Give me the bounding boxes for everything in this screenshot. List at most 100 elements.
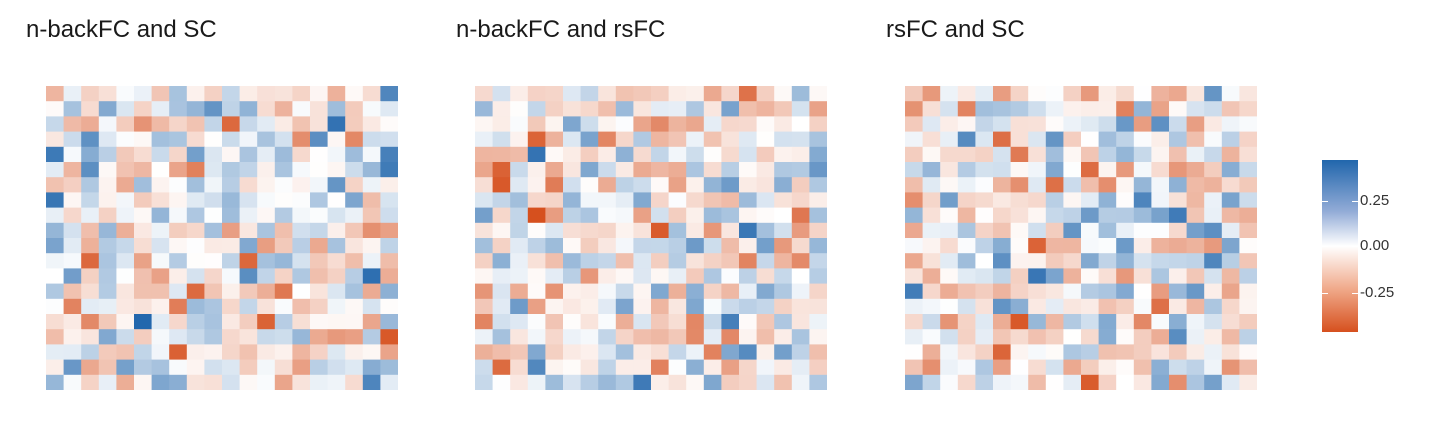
heatmap-cell xyxy=(1081,222,1100,239)
heatmap-cell xyxy=(222,314,241,330)
heatmap-cell xyxy=(310,131,329,148)
heatmap-cell xyxy=(1169,238,1188,254)
heatmap-cell xyxy=(1116,298,1135,315)
heatmap-cell xyxy=(633,192,652,209)
heatmap-cell xyxy=(310,146,329,163)
heatmap-cell xyxy=(545,86,564,102)
heatmap-cell xyxy=(46,314,65,330)
heatmap-cell xyxy=(1186,359,1205,376)
heatmap-cell xyxy=(134,238,153,254)
heatmap-cell xyxy=(975,131,994,148)
heatmap-cell xyxy=(651,253,670,269)
heatmap-cell xyxy=(81,131,100,148)
heatmap-cell xyxy=(239,329,258,345)
heatmap-cell xyxy=(257,253,276,269)
heatmap-cell xyxy=(1063,314,1082,330)
heatmap-cell xyxy=(1116,116,1135,133)
heatmap-cell xyxy=(633,222,652,239)
heatmap-cell xyxy=(739,177,758,193)
heatmap-cell xyxy=(721,268,740,285)
heatmap-cell xyxy=(492,344,511,361)
heatmap-cell xyxy=(222,101,241,117)
heatmap-cell xyxy=(327,192,346,209)
heatmap-cell xyxy=(292,329,311,345)
heatmap-cell xyxy=(151,207,170,224)
heatmap-cell xyxy=(63,283,82,300)
heatmap-cell xyxy=(345,298,364,315)
heatmap-cell xyxy=(940,329,959,345)
heatmap-cell xyxy=(809,238,827,254)
heatmap-cell xyxy=(580,374,599,390)
heatmap-cell xyxy=(345,177,364,193)
heatmap-cell xyxy=(204,268,223,285)
heatmap-cell xyxy=(46,131,65,148)
heatmap-cell xyxy=(651,162,670,178)
heatmap-cell xyxy=(1045,283,1064,300)
heatmap-cell xyxy=(98,146,117,163)
heatmap-cell xyxy=(1239,344,1257,361)
heatmap-cell xyxy=(274,374,293,390)
heatmap-cell xyxy=(651,131,670,148)
heatmap-cell xyxy=(651,192,670,209)
heatmap-cell xyxy=(545,253,564,269)
heatmap-cell xyxy=(1221,101,1240,117)
heatmap-cell xyxy=(922,374,941,390)
heatmap-cell xyxy=(1081,298,1100,315)
heatmap-cell xyxy=(739,374,758,390)
heatmap-cell xyxy=(527,131,546,148)
heatmap-cell xyxy=(809,192,827,209)
heatmap-cell xyxy=(1010,101,1029,117)
heatmap-cell xyxy=(362,207,381,224)
heatmap-cell xyxy=(615,86,634,102)
heatmap-cell xyxy=(475,146,494,163)
heatmap-cell xyxy=(310,207,329,224)
heatmap-cell xyxy=(362,359,381,376)
heatmap-cell xyxy=(274,329,293,345)
heatmap-cell xyxy=(756,253,775,269)
heatmap-cell xyxy=(651,344,670,361)
heatmap-cell xyxy=(1133,314,1152,330)
heatmap-cell xyxy=(1186,268,1205,285)
heatmap-cell xyxy=(703,116,722,133)
heatmap-cell xyxy=(1221,298,1240,315)
heatmap-cell xyxy=(1133,192,1152,209)
heatmap-cell xyxy=(940,344,959,361)
heatmap-cell xyxy=(545,146,564,163)
heatmap-cell xyxy=(633,344,652,361)
heatmap-cell xyxy=(668,222,687,239)
heatmap-cell xyxy=(598,207,617,224)
heatmap-cell xyxy=(756,86,775,102)
heatmap-cell xyxy=(1186,207,1205,224)
heatmap-cell xyxy=(257,268,276,285)
legend-tick-mark xyxy=(1352,293,1358,294)
heatmap-cell xyxy=(545,162,564,178)
heatmap-cell xyxy=(580,314,599,330)
heatmap-cell xyxy=(1063,329,1082,345)
heatmap-cell xyxy=(545,314,564,330)
heatmap-cell xyxy=(1239,86,1257,102)
heatmap-cell xyxy=(686,374,705,390)
heatmap-cell xyxy=(116,101,135,117)
heatmap-cell xyxy=(1116,207,1135,224)
heatmap-cell xyxy=(668,314,687,330)
heatmap-cell xyxy=(791,238,810,254)
heatmap-cell xyxy=(186,238,205,254)
heatmap-cell xyxy=(63,146,82,163)
heatmap-cell xyxy=(598,131,617,148)
heatmap-cell xyxy=(774,314,793,330)
heatmap-cell xyxy=(721,374,740,390)
heatmap-cell xyxy=(292,162,311,178)
heatmap-cell xyxy=(993,192,1012,209)
heatmap-cell xyxy=(81,177,100,193)
heatmap-cell xyxy=(1098,298,1117,315)
heatmap-cell xyxy=(1081,116,1100,133)
heatmap-cell xyxy=(169,222,188,239)
heatmap-cell xyxy=(1098,177,1117,193)
heatmap-cell xyxy=(1081,329,1100,345)
heatmap-cell xyxy=(1081,192,1100,209)
heatmap-cell xyxy=(721,101,740,117)
heatmap-cell xyxy=(1151,344,1170,361)
heatmap-cell xyxy=(809,314,827,330)
heatmap-cell xyxy=(580,238,599,254)
heatmap-cell xyxy=(739,283,758,300)
